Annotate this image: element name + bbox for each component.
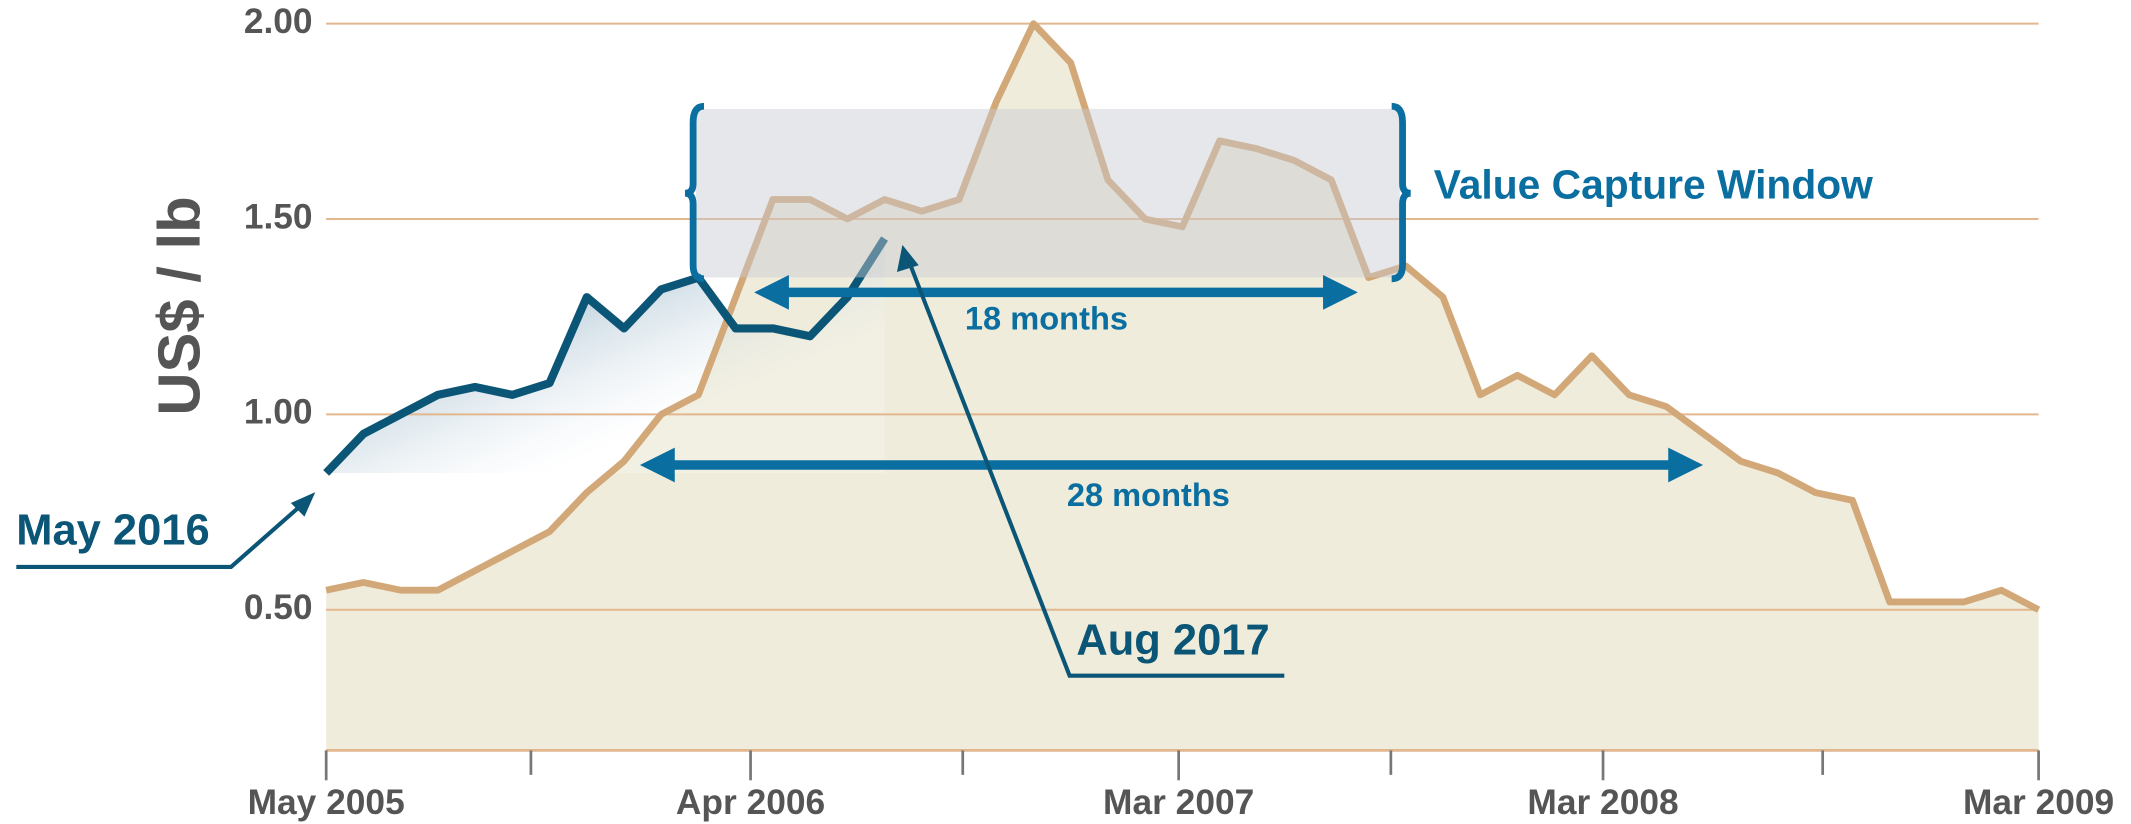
y-tick-label: 1.50	[244, 197, 313, 236]
arrow-head	[896, 244, 919, 273]
end-label: Aug 2017	[1076, 617, 1269, 665]
arrow-head	[1668, 447, 1704, 483]
arrows	[639, 274, 1704, 483]
x-tick-label: Mar 2007	[1103, 783, 1254, 822]
start-label: May 2016	[16, 506, 209, 554]
x-tick-label: May 2005	[248, 783, 405, 822]
y-axis-label: US$ / lb	[145, 196, 212, 415]
x-tick-label: Mar 2009	[1963, 783, 2114, 822]
arrow-head	[639, 447, 675, 483]
line	[323, 236, 889, 476]
arrow-head	[290, 492, 316, 517]
short-label: 18 months	[965, 300, 1128, 337]
y-tick-label: 0.50	[244, 588, 313, 627]
line	[325, 20, 2041, 613]
x-tick-label: Apr 2006	[676, 783, 825, 822]
left-brace	[684, 102, 705, 283]
long-label: 28 months	[1067, 476, 1230, 513]
window-box	[695, 108, 1400, 278]
arrow-head	[1323, 274, 1358, 310]
y-tick-label: 1.00	[244, 393, 313, 432]
arrow-head	[754, 274, 789, 310]
end-pointer	[905, 257, 1285, 678]
area	[326, 23, 2039, 751]
y-tick-label: 2.00	[244, 2, 313, 41]
start-pointer	[16, 496, 312, 569]
right-brace	[1391, 102, 1411, 283]
plot: 0.50 1.00 1.50 2.00 May 2005 Apr 2006 Mar 2007…	[244, 2, 2114, 822]
window-label: Value Capture Window	[1434, 162, 1873, 208]
x-tick-label: Mar 2008	[1527, 783, 1678, 822]
